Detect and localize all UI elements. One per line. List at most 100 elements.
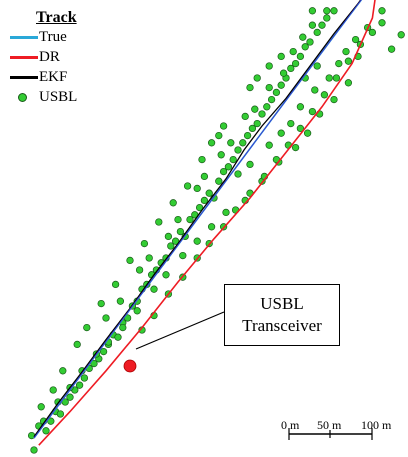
usbl-point [239,139,247,147]
usbl-point [265,83,273,92]
usbl-point [217,151,225,159]
usbl-point [224,163,233,171]
legend: Track True DR EKF USBL [6,8,96,107]
legend-item-true: True [6,27,96,47]
usbl-point [291,143,300,152]
usbl-point [167,242,175,250]
usbl-point [279,69,288,77]
legend-label-dr: DR [39,49,60,65]
usbl-point [193,237,201,245]
usbl-point [265,62,273,70]
usbl-point [229,155,237,164]
usbl-point [207,139,216,147]
transceiver-callout: USBL Transceiver [224,284,340,346]
scale-label-0: 0 m [281,418,300,432]
callout-line-1: USBL [260,294,304,313]
usbl-point [207,223,216,231]
usbl-point [330,7,338,15]
usbl-point [174,215,182,224]
usbl-point [171,237,180,245]
usbl-point [265,141,273,149]
usbl-point [243,131,252,140]
usbl-point [56,410,65,418]
usbl-point [344,79,353,87]
usbl-point [251,105,259,113]
usbl-point [277,81,285,89]
usbl-point [258,110,266,118]
usbl-point [344,57,353,65]
usbl-point [335,59,343,68]
usbl-point [215,177,223,185]
usbl-point [179,251,187,260]
usbl-point [222,208,230,217]
usbl-point [37,403,45,411]
usbl-point [263,103,271,111]
usbl-point [308,7,317,15]
usbl-point [351,35,360,44]
usbl-point [234,146,242,154]
usbl-point [155,218,163,226]
usbl-point [234,170,242,178]
usbl-point [66,393,74,401]
usbl-point [140,239,149,248]
usbl-point [133,307,141,315]
usbl-point [378,7,386,15]
scale-bar [288,428,373,440]
track-line-dr [38,0,376,446]
usbl-point [97,299,105,308]
usbl-point [219,167,228,176]
usbl-point [164,232,173,241]
legend-swatch-true [10,36,38,39]
usbl-point [75,381,84,389]
usbl-point [150,285,158,293]
usbl-point [303,129,312,137]
usbl-point [267,95,276,104]
usbl-point [42,427,50,435]
legend-item-ekf: EKF [6,67,96,87]
usbl-point [193,184,201,193]
usbl-point [313,28,321,37]
usbl-point [296,103,305,111]
usbl-point [186,215,194,224]
usbl-point [289,47,297,56]
usbl-point [248,124,257,133]
usbl-point [287,64,295,73]
scale-label-50: 50 m [317,418,342,432]
usbl-point [296,52,305,61]
usbl-point [306,38,314,46]
usbl-point [111,280,120,289]
usbl-point [277,52,285,61]
legend-swatch-ekf [10,76,38,79]
track-line-ekf [33,0,362,438]
legend-title: Track [36,9,77,26]
usbl-point [253,74,261,82]
usbl-point [368,28,377,37]
usbl-point [80,374,89,382]
usbl-point [126,256,134,265]
usbl-point [272,88,281,97]
usbl-point [325,74,333,82]
usbl-point [183,182,192,190]
usbl-point [90,359,98,368]
usbl-point [323,7,331,15]
usbl-point [246,160,254,169]
usbl-point [308,107,317,116]
usbl-point [246,83,254,92]
usbl-point [119,323,127,332]
track-line-true-overlay [33,0,362,439]
legend-swatch-dr [10,56,38,59]
scale-label-100: 100 m [361,418,392,432]
usbl-point [241,112,249,121]
usbl-point [311,86,319,94]
usbl-point [176,227,185,236]
usbl-point [318,21,326,29]
usbl-point [169,199,177,207]
usbl-point [114,333,122,341]
usbl-point [378,19,386,27]
usbl-point [387,45,396,53]
annotation-leader-line [135,311,225,350]
usbl-point [291,59,300,68]
usbl-point [61,398,69,406]
usbl-point [83,323,91,332]
usbl-point [215,131,223,140]
